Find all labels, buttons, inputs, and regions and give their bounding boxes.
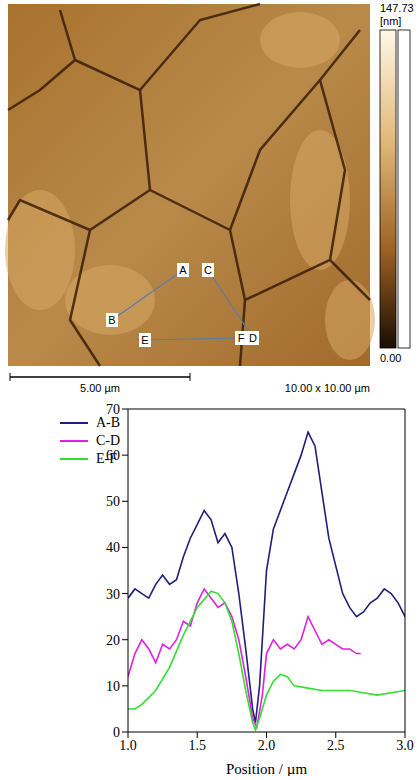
svg-text:0: 0	[113, 725, 120, 740]
svg-text:[nm]: [nm]	[380, 15, 401, 27]
svg-text:147.73: 147.73	[380, 2, 414, 14]
svg-text:D: D	[249, 332, 257, 344]
svg-text:1.0: 1.0	[119, 738, 137, 753]
svg-text:60: 60	[106, 448, 120, 463]
svg-text:F: F	[238, 332, 245, 344]
svg-text:1.5: 1.5	[189, 738, 207, 753]
svg-text:10: 10	[106, 679, 120, 694]
svg-text:B: B	[108, 314, 115, 326]
svg-text:0.00: 0.00	[380, 352, 401, 364]
svg-text:50: 50	[106, 494, 120, 509]
svg-text:2.0: 2.0	[258, 738, 276, 753]
svg-text:40: 40	[106, 540, 120, 555]
svg-text:2.5: 2.5	[327, 738, 345, 753]
svg-text:5.00 µm: 5.00 µm	[80, 382, 120, 394]
svg-text:70: 70	[106, 402, 120, 417]
svg-text:E: E	[141, 334, 148, 346]
svg-text:3.0: 3.0	[396, 738, 414, 753]
svg-text:20: 20	[106, 633, 120, 648]
svg-text:A: A	[179, 264, 187, 276]
svg-text:C: C	[204, 264, 212, 276]
svg-text:10.00 x 10.00 µm: 10.00 x 10.00 µm	[285, 382, 370, 394]
svg-text:Position / µm: Position / µm	[226, 761, 307, 776]
svg-text:30: 30	[106, 587, 120, 602]
